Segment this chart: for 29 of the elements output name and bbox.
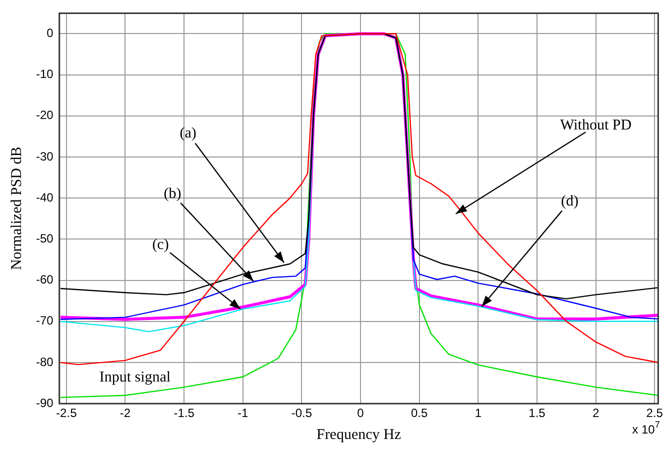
- x-tick-label: 2.5: [646, 406, 664, 420]
- annotation: (c): [152, 237, 169, 254]
- x-tick-label: -0.5: [291, 406, 312, 420]
- y-tick-label: -30: [36, 149, 54, 164]
- x-tick-label: 1: [474, 406, 482, 420]
- y-axis-title: Normalized PSD dB: [8, 146, 25, 270]
- x-tick-label: -2: [120, 406, 131, 420]
- x-tick-label: 0.5: [411, 406, 428, 420]
- annotation: (b): [164, 186, 182, 202]
- x-tick-label: 2: [592, 406, 600, 420]
- annotation: (d): [560, 194, 578, 210]
- y-tick-label: -40: [36, 190, 54, 204]
- y-tick-label: -60: [36, 272, 54, 287]
- x-tick-label: -1.5: [174, 406, 195, 420]
- annotation: Input signal: [99, 370, 171, 386]
- y-tick-label: -70: [36, 314, 54, 328]
- y-tick-label: -20: [36, 108, 54, 122]
- x-axis-title: Frequency Hz: [316, 426, 402, 443]
- x-tick-label: 1.5: [528, 406, 546, 420]
- annotation: Without PD: [560, 118, 632, 134]
- y-tick-label: -80: [36, 354, 54, 369]
- annotation: (a): [180, 126, 196, 142]
- y-tick-label: 0: [46, 26, 54, 40]
- x-tick-label: -2.5: [56, 406, 78, 420]
- y-tick-label: -50: [36, 232, 54, 246]
- y-tick-label: -10: [36, 67, 54, 82]
- x-tick-label: -1: [238, 406, 249, 420]
- x-tick-label: 0: [357, 406, 364, 420]
- y-tick-label: -90: [36, 396, 54, 410]
